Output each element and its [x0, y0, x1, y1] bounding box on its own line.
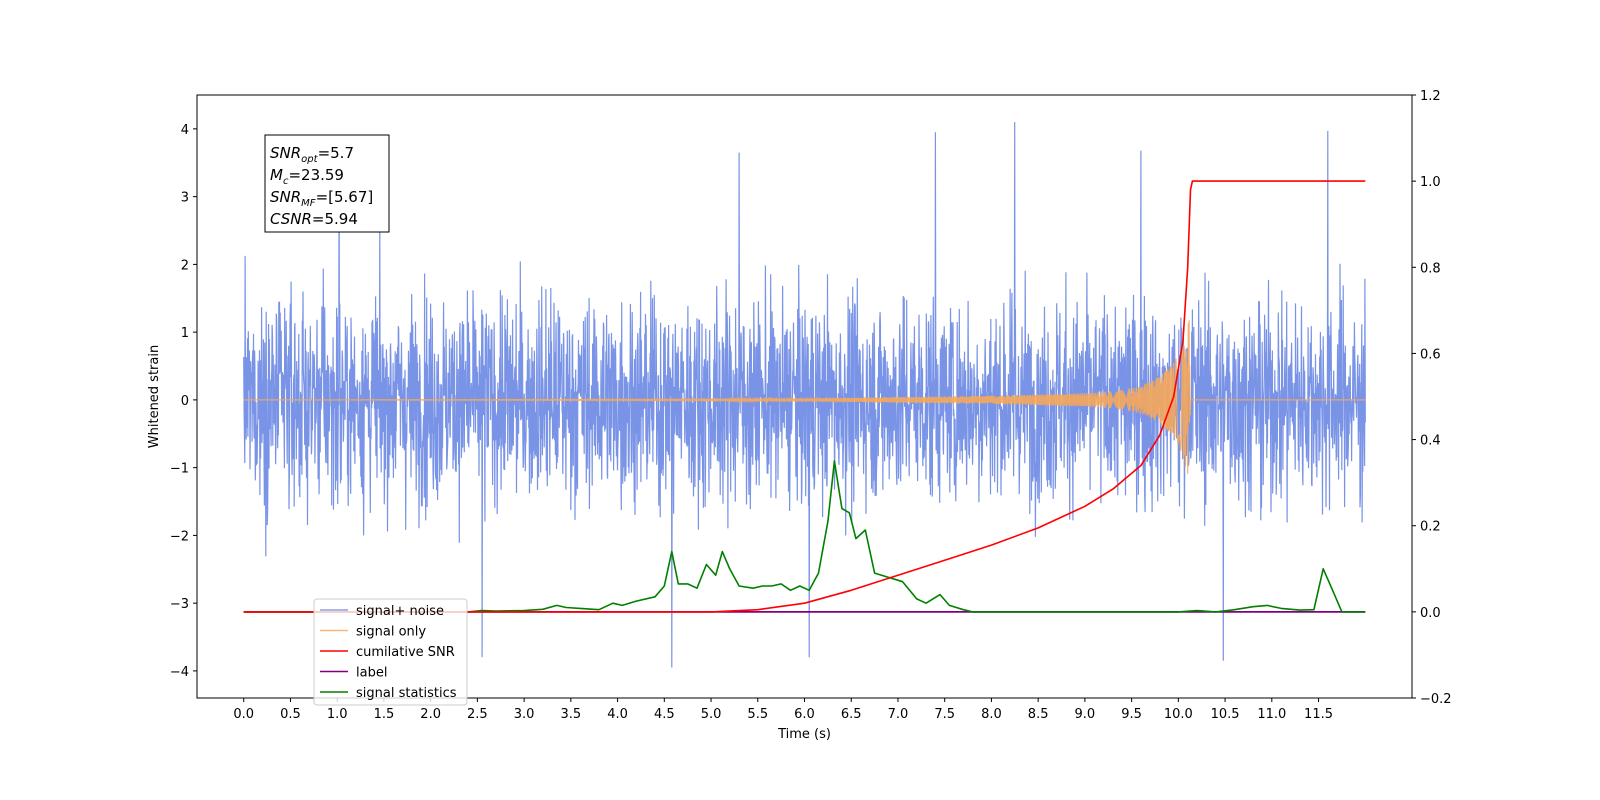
- signal-noise-line: [243, 122, 1366, 668]
- x-axis-label: Time (s): [777, 727, 831, 742]
- legend-label: signal statistics: [356, 686, 457, 701]
- y-left-tick-label: −4: [170, 665, 189, 680]
- x-tick-label: 2.5: [467, 707, 488, 722]
- y-right-tick-label: 1.0: [1420, 175, 1441, 190]
- x-tick-label: 5.0: [701, 707, 722, 722]
- y-right-tick-label: 0.4: [1420, 434, 1441, 449]
- y-right-tick-label: 0.0: [1420, 606, 1441, 621]
- signal-only-line: [243, 320, 1366, 474]
- x-tick-label: 11.5: [1304, 707, 1333, 722]
- y-left-tick-label: 1: [181, 326, 189, 341]
- cumulative-snr-line: [243, 180, 1366, 613]
- y-right-tick-label: −0.2: [1420, 692, 1452, 707]
- legend: signal+ noise signal only cumilative SNR la…: [313, 598, 468, 706]
- y-right-axis-ticks: −0.2 0.0 0.2 0.4 0.6 0.8 1.0 1.2: [1412, 89, 1452, 707]
- x-tick-label: 6.5: [841, 707, 862, 722]
- x-tick-label: 4.5: [654, 707, 675, 722]
- y-left-tick-label: 3: [181, 191, 189, 206]
- annotation-line: Mc=23.59: [270, 166, 344, 187]
- x-tick-label: 10.5: [1211, 707, 1240, 722]
- x-tick-label: 7.5: [934, 707, 955, 722]
- x-tick-label: 7.0: [888, 707, 909, 722]
- x-tick-label: 2.0: [420, 707, 441, 722]
- y-right-tick-label: 0.2: [1420, 520, 1441, 535]
- legend-label: signal+ noise: [356, 604, 444, 619]
- x-tick-label: 9.0: [1075, 707, 1096, 722]
- legend-box: [313, 598, 468, 706]
- signal-statistics-line: [243, 460, 1366, 613]
- x-tick-label: 5.5: [747, 707, 768, 722]
- y-left-tick-label: −2: [170, 529, 189, 544]
- chart-marks: [243, 122, 1366, 668]
- y-left-tick-label: 4: [181, 123, 189, 138]
- annotation-line: SNRopt=5.7: [270, 144, 354, 165]
- y-left-tick-label: 2: [181, 258, 189, 273]
- annotation-box-frame: [264, 134, 390, 233]
- x-tick-label: 0.0: [233, 707, 254, 722]
- y-left-tick-label: −1: [170, 462, 189, 477]
- x-tick-label: 0.5: [280, 707, 301, 722]
- x-tick-label: 1.0: [327, 707, 348, 722]
- annotation-line: CSNR=5.94: [270, 210, 358, 228]
- x-tick-label: 1.5: [374, 707, 395, 722]
- x-tick-label: 3.5: [561, 707, 582, 722]
- x-tick-label: 8.0: [981, 707, 1002, 722]
- x-tick-label: 8.5: [1028, 707, 1049, 722]
- annotation-line: SNRMF=[5.67]: [270, 188, 373, 209]
- y-left-axis-ticks: −4 −3 −2 −1 0 1 2 3 4: [170, 123, 197, 680]
- x-tick-label: 6.0: [794, 707, 815, 722]
- x-tick-label: 11.0: [1257, 707, 1286, 722]
- legend-label: label: [356, 666, 387, 681]
- y-right-tick-label: 0.6: [1420, 347, 1441, 362]
- legend-label: cumilative SNR: [356, 645, 455, 660]
- x-tick-label: 10.0: [1164, 707, 1193, 722]
- legend-label: signal only: [356, 625, 426, 640]
- y-axis-label: Whitened strain: [147, 345, 162, 448]
- x-tick-label: 9.5: [1121, 707, 1142, 722]
- x-tick-label: 4.0: [607, 707, 628, 722]
- x-axis-ticks: 0.0 0.5 1.0 1.5 2.0 2.5 3.0 3.5 4.0 4.5 5.0 5.5 6.0 6…: [233, 698, 1333, 722]
- y-right-tick-label: 1.2: [1420, 89, 1441, 104]
- y-left-tick-label: −3: [170, 597, 189, 612]
- y-left-tick-label: 0: [181, 394, 189, 409]
- y-right-tick-label: 0.8: [1420, 261, 1441, 276]
- x-tick-label: 3.0: [514, 707, 535, 722]
